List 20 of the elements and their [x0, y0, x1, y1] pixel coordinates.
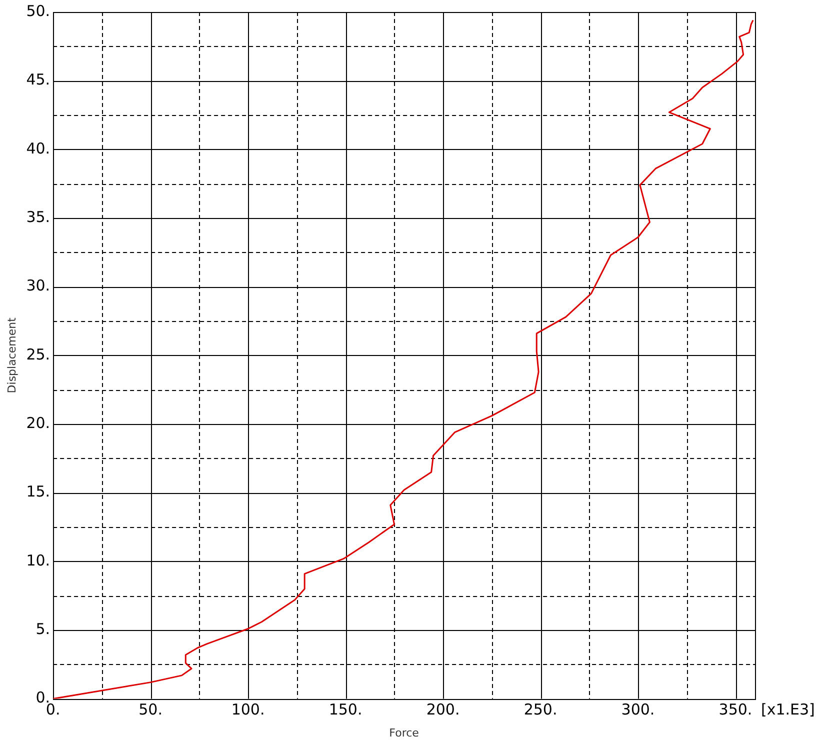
x-tick-label: 200.: [426, 700, 460, 719]
y-tick-label: 45.: [26, 70, 50, 89]
y-tick-label: 25.: [26, 345, 50, 364]
y-tick-label: 20.: [26, 414, 50, 432]
y-tick-label: 15.: [26, 482, 50, 501]
x-tick-label: 300.: [621, 700, 655, 719]
x-axis-title: Force: [389, 726, 420, 740]
x-tick-label: 250.: [524, 700, 558, 719]
y-tick-label: 50.: [26, 2, 50, 20]
x-tick-label: 150.: [328, 700, 362, 719]
x-tick-label: 100.: [231, 700, 265, 719]
x-tick-label: 50.: [138, 700, 162, 719]
y-tick-label: 5.: [36, 620, 50, 638]
y-tick-label: 30.: [26, 276, 50, 295]
y-tick-label: 35.: [26, 208, 50, 226]
y-tick-label: 40.: [26, 139, 50, 158]
y-tick-label: 10.: [26, 551, 50, 570]
x-tick-label: 350.: [718, 700, 752, 719]
text: [x1.E3]: [761, 700, 815, 719]
y-axis-title: Displacement: [5, 316, 18, 394]
